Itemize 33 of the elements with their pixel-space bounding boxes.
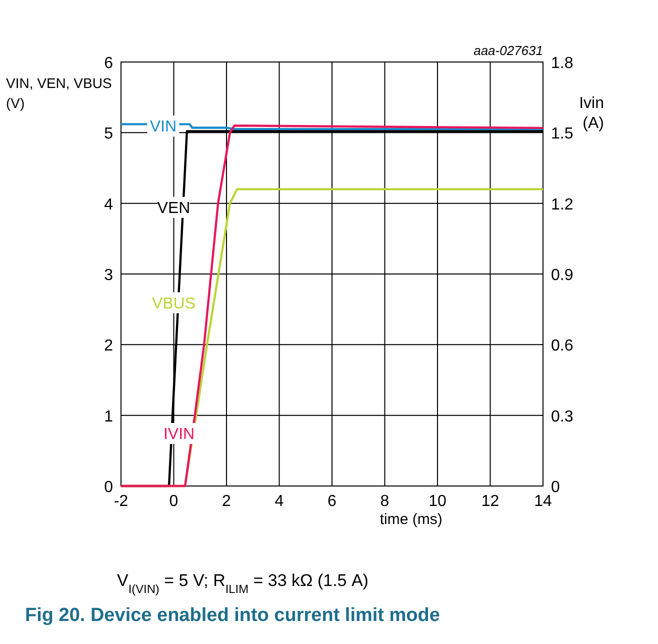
x-tick-label: 8	[380, 493, 390, 510]
y-tick-label: 6	[104, 55, 114, 72]
x-tick-label: 10	[428, 493, 446, 510]
x-tick-label: -2	[114, 493, 128, 510]
y-tick-label: 5	[104, 126, 114, 143]
series-label: VEN	[157, 200, 190, 217]
y-tick-label: 3	[104, 267, 114, 284]
series-label: IVIN	[163, 426, 195, 443]
y2-tick-label: 0.6	[551, 338, 574, 355]
x-tick-label: 2	[222, 493, 232, 510]
y2-axis-title: Ivin (A)	[579, 95, 604, 132]
x-tick-label: 14	[534, 493, 552, 510]
x-tick-label: 6	[328, 493, 337, 510]
x-tick-label: 12	[481, 493, 500, 510]
y-tick-label: 2	[104, 338, 114, 355]
y-axis-title: VIN, VEN, VBUS (V)	[6, 75, 112, 111]
y2-tick-label: 1.2	[551, 196, 574, 214]
y2-tick-label: 0.3	[551, 408, 574, 426]
x-axis-title: time (ms)	[380, 511, 442, 528]
series-label: VBUS	[152, 295, 196, 312]
y2-tick-label: 1.5	[551, 126, 574, 143]
y-tick-label: 4	[104, 196, 114, 214]
y2-tick-label: 0.9	[551, 267, 574, 284]
y2-tick-label: 1.8	[551, 55, 574, 72]
y-tick-label: 0	[104, 479, 114, 496]
y-tick-label: 1	[104, 408, 114, 426]
x-tick-label: 0	[169, 493, 178, 510]
text: V$_{I(VIN)}$ = 5 V; R$_{ILIM}$ = 33 kΩ (1.5 A)	[117, 571, 368, 596]
text: Fig 20. Device enabled into current limit mode	[25, 605, 440, 626]
text: aaa-027631	[474, 43, 543, 58]
x-tick-label: 4	[274, 493, 284, 510]
series-label: VIN	[150, 118, 177, 136]
y2-tick-label: 0	[551, 479, 560, 496]
